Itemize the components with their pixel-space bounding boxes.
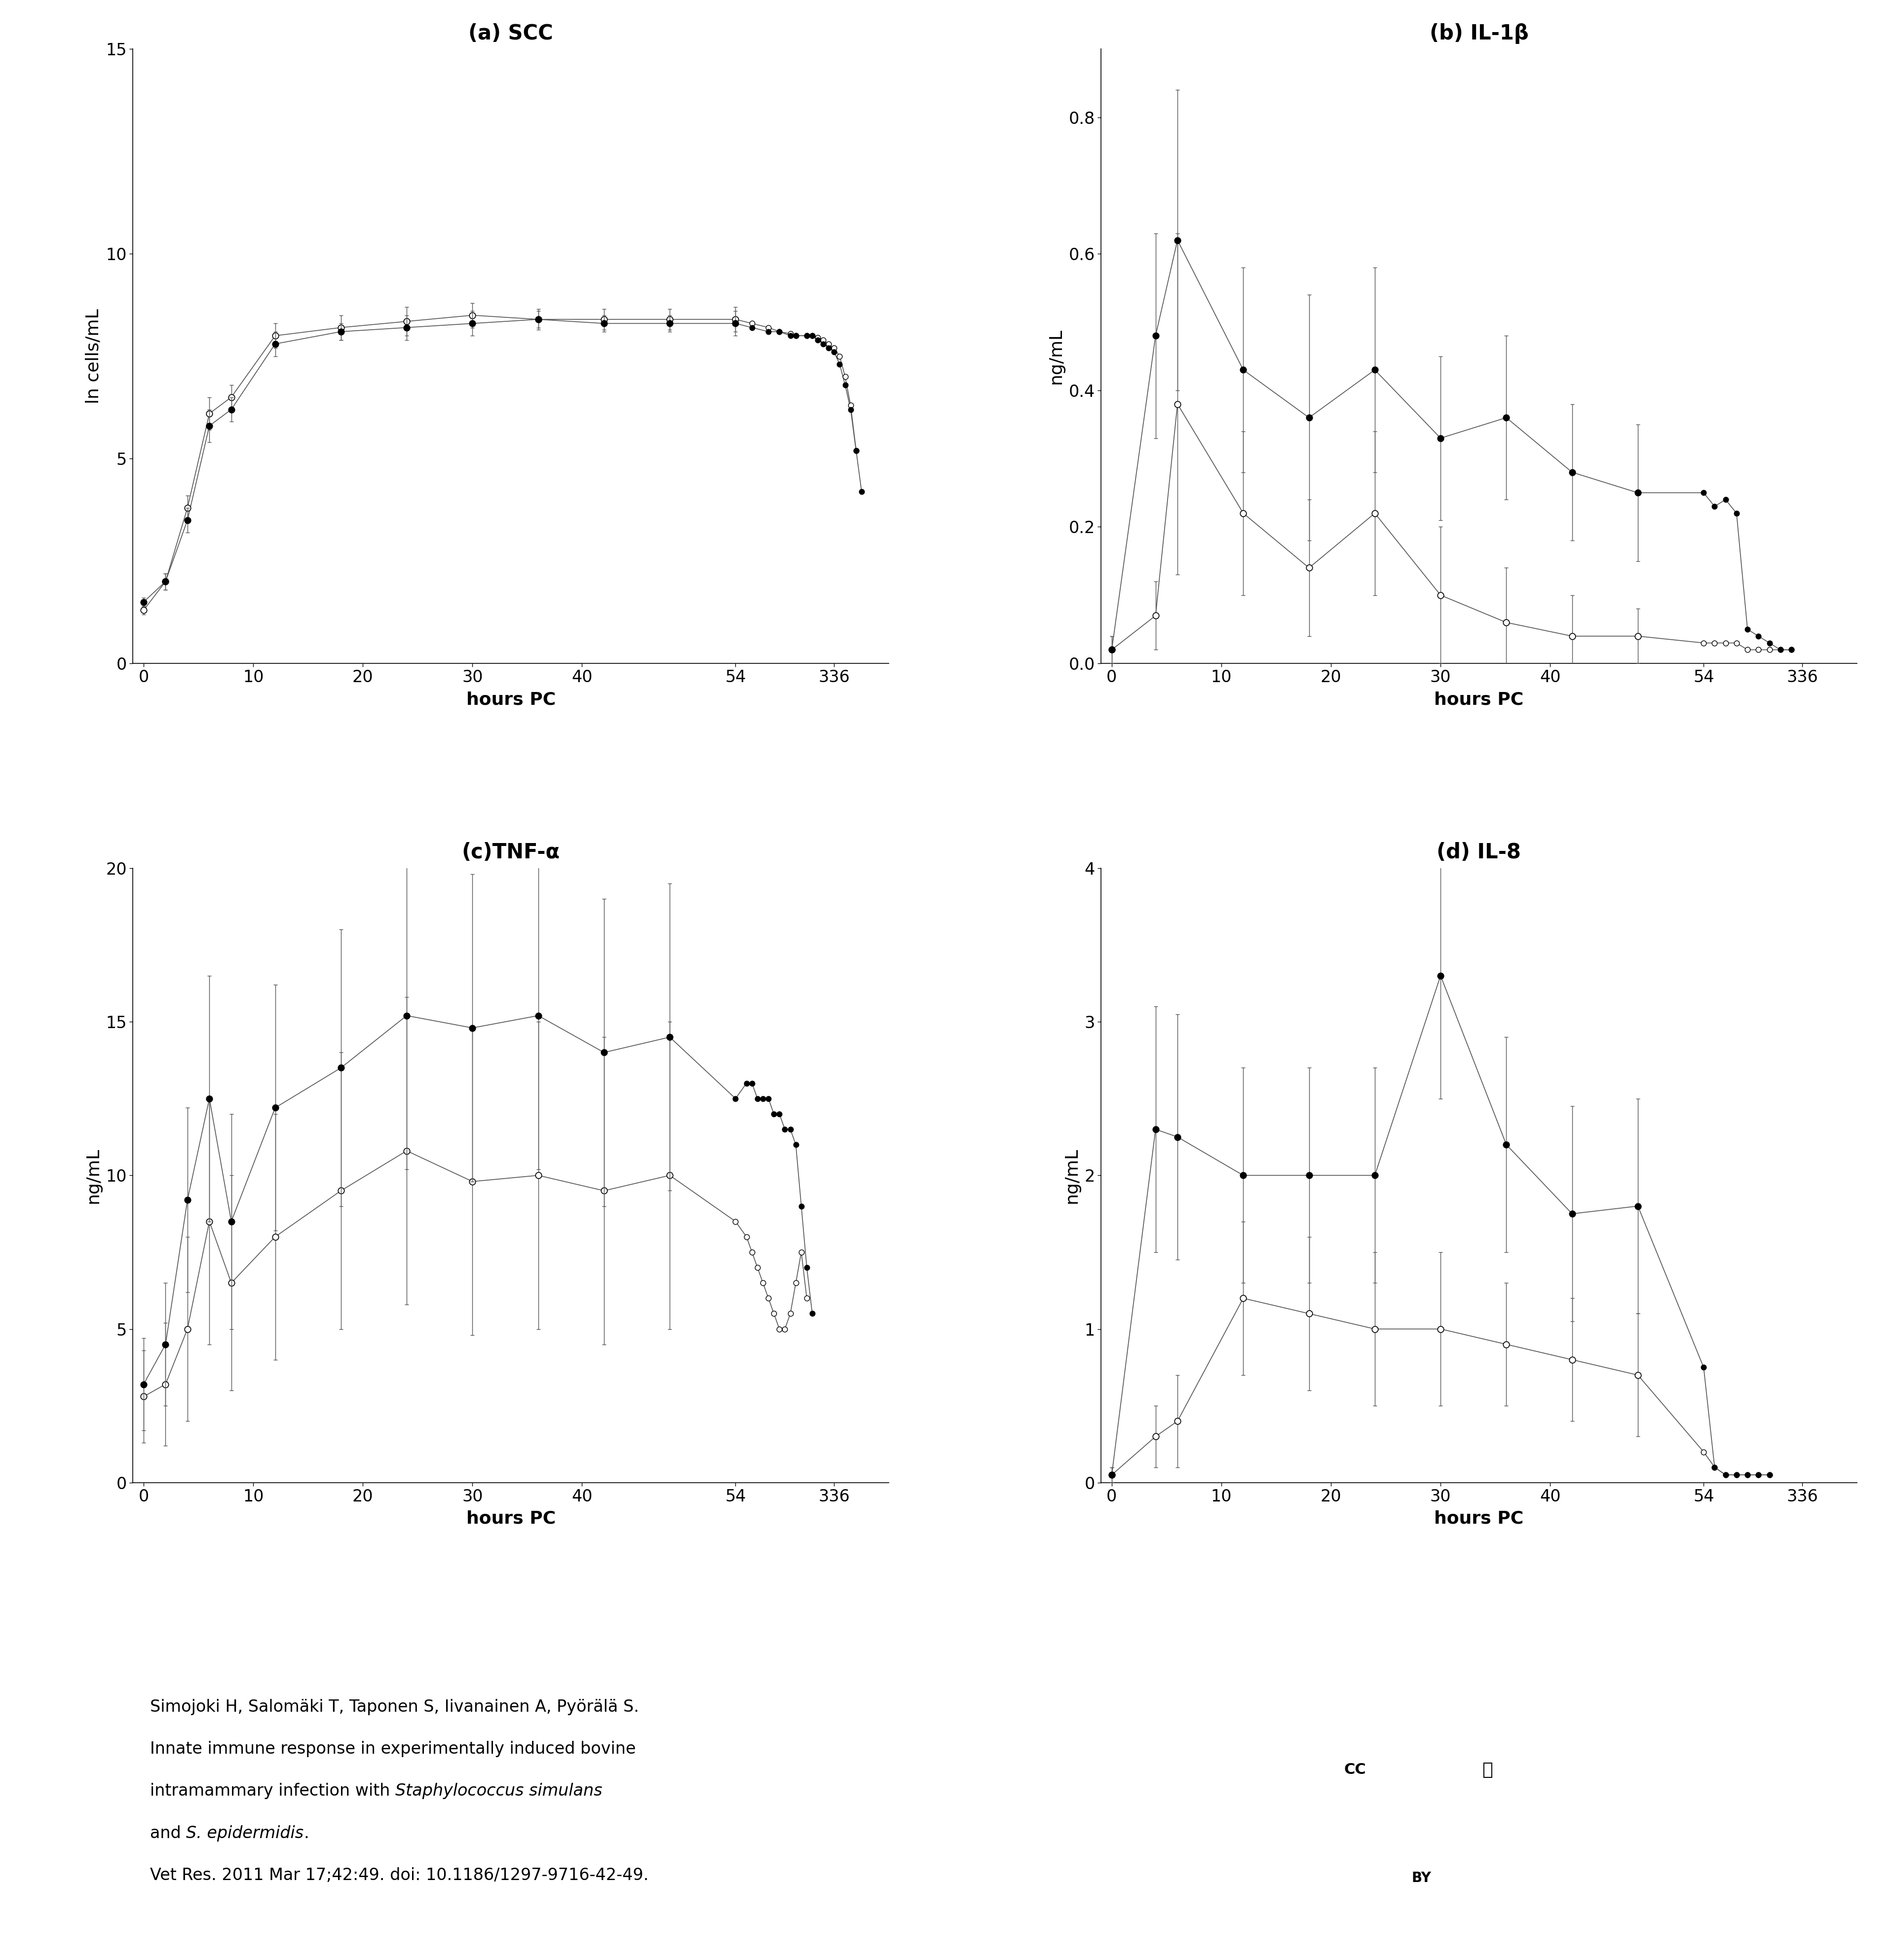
Title: (a) SCC: (a) SCC — [468, 24, 553, 43]
Text: Staphylococcus simulans: Staphylococcus simulans — [396, 1784, 603, 1799]
Y-axis label: ng/mL: ng/mL — [1063, 1147, 1080, 1203]
Y-axis label: ng/mL: ng/mL — [85, 1147, 102, 1203]
Text: .: . — [303, 1825, 309, 1840]
Text: intramammary infection with: intramammary infection with — [150, 1784, 396, 1799]
X-axis label: hours PC: hours PC — [466, 1511, 555, 1527]
Text: and: and — [150, 1825, 186, 1840]
Text: CC: CC — [1344, 1762, 1366, 1778]
Y-axis label: ln cells/mL: ln cells/mL — [85, 308, 102, 404]
Title: (d) IL-8: (d) IL-8 — [1436, 843, 1522, 862]
Text: Innate immune response in experimentally induced bovine: Innate immune response in experimentally… — [150, 1740, 635, 1758]
Circle shape — [1446, 1695, 1529, 1844]
X-axis label: hours PC: hours PC — [466, 692, 555, 708]
Title: (c)TNF-α: (c)TNF-α — [462, 843, 559, 862]
X-axis label: hours PC: hours PC — [1435, 692, 1524, 708]
Text: BY: BY — [1412, 1872, 1431, 1886]
Text: Simojoki H, Salomäki T, Taponen S, Iivanainen A, Pyörälä S.: Simojoki H, Salomäki T, Taponen S, Iivan… — [150, 1699, 639, 1715]
Text: ⓘ: ⓘ — [1482, 1762, 1493, 1778]
Text: S. epidermidis: S. epidermidis — [186, 1825, 303, 1840]
Title: (b) IL-1β: (b) IL-1β — [1429, 24, 1529, 43]
Text: Vet Res. 2011 Mar 17;42:49. doi: 10.1186/1297-9716-42-49.: Vet Res. 2011 Mar 17;42:49. doi: 10.1186… — [150, 1868, 648, 1884]
Circle shape — [1313, 1695, 1397, 1844]
X-axis label: hours PC: hours PC — [1435, 1511, 1524, 1527]
Y-axis label: ng/mL: ng/mL — [1048, 327, 1065, 384]
